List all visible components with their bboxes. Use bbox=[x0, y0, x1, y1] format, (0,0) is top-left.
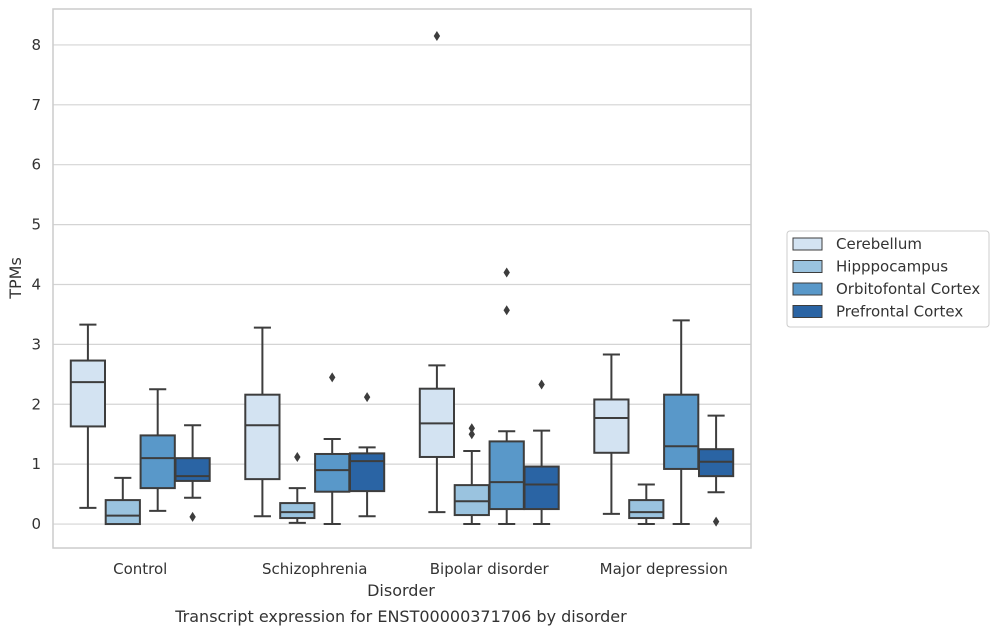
box bbox=[139, 434, 176, 490]
outlier-point bbox=[538, 379, 545, 390]
outlier-point bbox=[294, 451, 301, 462]
box bbox=[104, 499, 141, 526]
box-plot bbox=[139, 388, 176, 512]
box-plots bbox=[69, 30, 735, 527]
box-plot bbox=[628, 483, 665, 526]
x-tick-label: Control bbox=[113, 560, 167, 578]
outlier-point bbox=[503, 267, 510, 278]
outlier-point bbox=[363, 392, 371, 403]
legend: Cerebellum Hipppocampus Orbitofontal Corte… bbox=[786, 230, 990, 328]
chart-caption: Transcript expression for ENST0000037170… bbox=[174, 607, 627, 626]
outlier-point bbox=[189, 511, 196, 522]
box-plot bbox=[104, 476, 141, 526]
y-tick-label: 2 bbox=[31, 395, 41, 413]
box-plot bbox=[314, 372, 351, 526]
box-plot bbox=[523, 379, 560, 526]
legend-swatch bbox=[792, 260, 823, 273]
legend-label: Hipppocampus bbox=[836, 258, 948, 276]
x-tick-label: Schizophrenia bbox=[262, 560, 367, 578]
y-tick-labels: 0 1 2 3 4 5 6 7 8 bbox=[31, 36, 41, 533]
y-tick-label: 7 bbox=[31, 96, 41, 114]
y-tick-label: 8 bbox=[31, 36, 41, 54]
box-plot bbox=[697, 414, 735, 527]
legend-label: Orbitofontal Cortex bbox=[836, 280, 980, 298]
box-plot bbox=[69, 323, 107, 509]
outlier-point bbox=[712, 516, 720, 527]
box bbox=[279, 502, 316, 520]
legend-item: Prefrontal Cortex bbox=[792, 303, 963, 321]
box bbox=[174, 457, 211, 482]
legend-frame bbox=[786, 230, 990, 328]
y-tick-label: 5 bbox=[31, 216, 41, 234]
x-axis-label: Disorder bbox=[367, 581, 435, 600]
x-tick-labels: Control Schizophrenia Bipolar disorder Majo… bbox=[113, 560, 728, 578]
x-tick-label: Major depression bbox=[600, 560, 728, 578]
box-plot bbox=[453, 423, 490, 526]
y-tick-label: 0 bbox=[31, 515, 41, 533]
legend-item: Hipppocampus bbox=[792, 258, 948, 276]
legend-swatch bbox=[792, 282, 823, 296]
box-plot bbox=[279, 451, 316, 524]
legend-label: Prefrontal Cortex bbox=[836, 303, 963, 321]
box bbox=[314, 452, 351, 493]
outlier-point bbox=[468, 423, 475, 434]
y-tick-label: 4 bbox=[31, 275, 41, 293]
box bbox=[628, 499, 665, 520]
box bbox=[663, 393, 700, 470]
box-plot bbox=[244, 326, 281, 518]
legend-swatch bbox=[792, 237, 823, 251]
box bbox=[69, 359, 107, 428]
box-plot bbox=[348, 392, 386, 518]
outlier-point bbox=[433, 30, 441, 41]
box-plot bbox=[174, 424, 211, 522]
legend-item: Orbitofontal Cortex bbox=[792, 280, 980, 298]
box bbox=[244, 393, 281, 481]
outlier-point bbox=[468, 429, 475, 440]
box-plot bbox=[663, 319, 700, 526]
legend-swatch bbox=[792, 305, 823, 318]
plot-frame bbox=[52, 8, 752, 549]
box bbox=[488, 440, 525, 511]
box bbox=[523, 465, 560, 511]
y-axis-label: TPMs bbox=[6, 257, 25, 300]
y-tick-label: 6 bbox=[31, 156, 41, 174]
x-tick-label: Bipolar disorder bbox=[430, 560, 550, 578]
y-tick-label: 3 bbox=[31, 335, 41, 353]
legend-label: Cerebellum bbox=[836, 235, 922, 253]
outlier-point bbox=[329, 372, 336, 383]
legend-item: Cerebellum bbox=[792, 235, 922, 253]
box bbox=[593, 398, 630, 454]
box-plot bbox=[593, 353, 630, 515]
box bbox=[348, 452, 386, 493]
y-tick-label: 1 bbox=[31, 455, 41, 473]
box-plot bbox=[488, 267, 525, 526]
box bbox=[453, 484, 490, 517]
box-plot bbox=[418, 30, 456, 514]
outlier-point bbox=[503, 305, 510, 316]
